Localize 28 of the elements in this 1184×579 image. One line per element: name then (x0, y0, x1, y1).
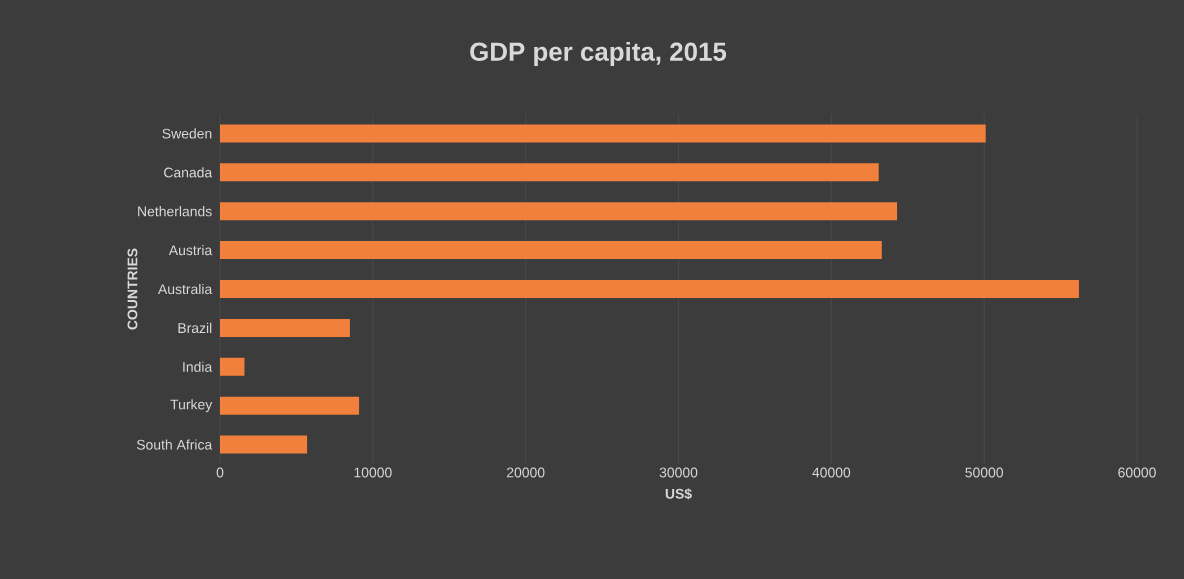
y-tick-label: Australia (157, 283, 213, 295)
x-tick-label: 30000 (659, 467, 698, 478)
bar (220, 202, 898, 221)
y-tick-label: Austria (168, 244, 213, 256)
y-tick-label: Sweden (162, 128, 212, 139)
bar (220, 435, 308, 454)
y-tick-label: Turkey (170, 399, 213, 413)
x-tick-label: 20000 (506, 467, 545, 478)
y-tick-label: Brazil (178, 322, 212, 334)
x-tick-label: 10000 (354, 467, 392, 478)
y-tick-label: Netherlands (138, 206, 212, 217)
bar (220, 280, 1079, 298)
x-axis-title: US$ (665, 488, 692, 500)
bar (220, 357, 245, 376)
x-tick-label: 40000 (812, 467, 851, 478)
x-tick-label: 0 (216, 467, 224, 478)
x-tick-label: 50000 (965, 467, 1004, 478)
chart-title: GDP per capita, 2015 (470, 41, 727, 67)
y-axis-title: COUNTRIES (127, 248, 138, 330)
bar (220, 163, 879, 182)
bar (220, 241, 882, 260)
bar (220, 124, 986, 143)
y-tick-label: South Africa (136, 439, 213, 450)
x-tick-label: 60000 (1118, 467, 1156, 478)
y-tick-label: Canada (164, 167, 213, 178)
bar (220, 396, 360, 415)
y-tick-label: India (183, 361, 213, 372)
bar (220, 318, 350, 337)
